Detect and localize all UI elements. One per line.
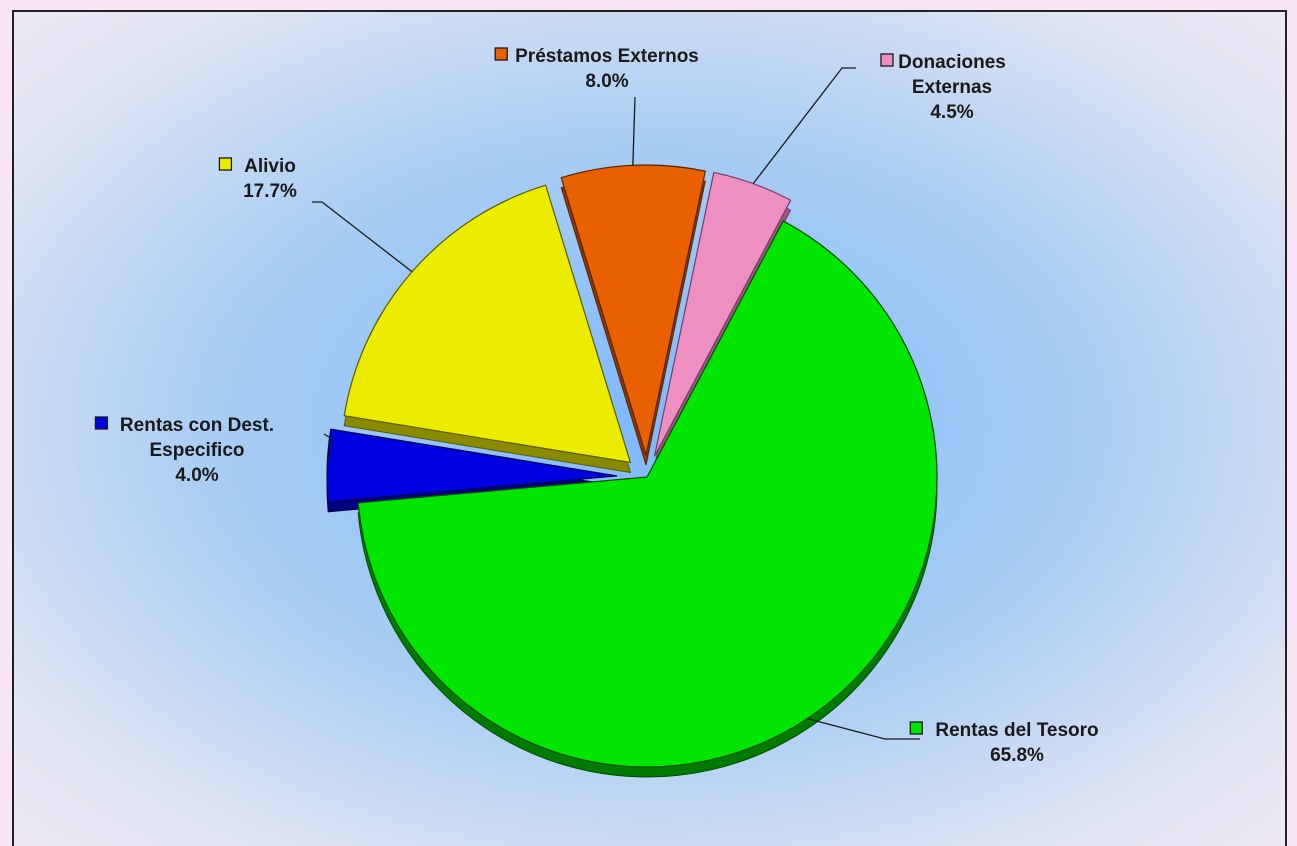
- pie-slice: [653, 171, 792, 457]
- slice-value-label: 4.5%: [930, 102, 973, 123]
- pie-slice: [560, 164, 707, 456]
- slice-value-label: 4.0%: [175, 465, 218, 486]
- slice-label-text: Préstamos Externos: [515, 46, 699, 67]
- pie-slice: [357, 220, 938, 768]
- legend-key-swatch: [494, 47, 508, 61]
- slice-label-text: Rentas con Dest.: [120, 415, 274, 436]
- slice-label-group: Rentas con Dest. Especifico 4.0%: [94, 415, 333, 486]
- slice-label-text: Alivio: [244, 156, 296, 177]
- slice-value-label: 17.7%: [243, 181, 297, 202]
- slice-label-group: Alivio 17.7%: [218, 156, 413, 273]
- slice-value-label: 65.8%: [990, 745, 1044, 766]
- slice-label-text: Externas: [912, 77, 992, 98]
- slice-label-text: Rentas del Tesoro: [935, 720, 1098, 741]
- legend-key-swatch: [218, 157, 233, 171]
- labels-layer: Rentas del Tesoro 65.8% Rentas con Dest. Es…: [94, 46, 1099, 766]
- slices-layer: [326, 164, 938, 778]
- legend-key-swatch: [94, 416, 109, 430]
- slice-label-text: Especifico: [149, 440, 244, 461]
- legend-key-swatch: [909, 721, 923, 735]
- slice-label-text: Donaciones: [898, 52, 1006, 73]
- leader-line: [752, 67, 856, 185]
- slice-label-group: Préstamos Externos 8.0%: [494, 46, 699, 166]
- slice-label-group: Donaciones Externas 4.5%: [752, 52, 1006, 185]
- slice-value-label: 8.0%: [585, 71, 628, 92]
- leader-line: [323, 433, 333, 466]
- slice-label-group: Rentas del Tesoro 65.8%: [807, 718, 1099, 766]
- pie-slice: [343, 184, 632, 464]
- leader-line: [312, 201, 413, 273]
- pie-chart: Rentas del Tesoro 65.8% Rentas con Dest. Es…: [14, 12, 1285, 846]
- leader-line: [632, 96, 636, 166]
- legend-key-swatch: [880, 53, 894, 67]
- leader-line: [807, 718, 920, 740]
- chart-frame: Rentas del Tesoro 65.8% Rentas con Dest. Es…: [12, 10, 1287, 846]
